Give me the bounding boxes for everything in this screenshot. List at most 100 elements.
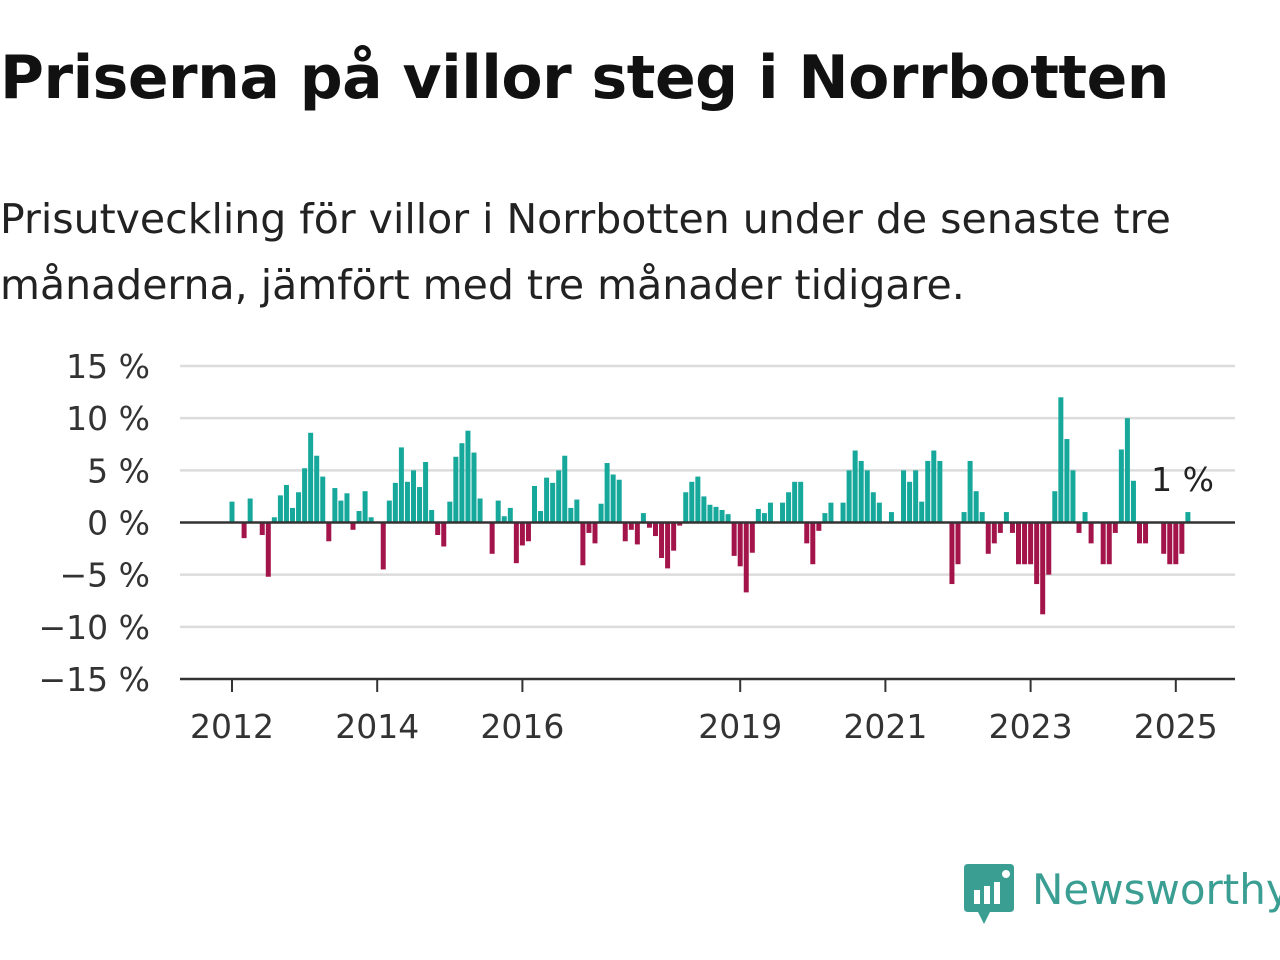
bar	[538, 511, 544, 523]
x-tick-label: 2012	[190, 707, 274, 746]
bar-chart: 15 %10 %5 %0 %−5 %−10 %−15 % 2012 2014 201…	[39, 347, 1235, 746]
bar	[320, 476, 326, 523]
bar	[1046, 522, 1052, 575]
bar	[241, 522, 247, 539]
brand-name: Newsworthy	[1032, 865, 1280, 914]
bar	[858, 460, 864, 523]
bar	[271, 517, 277, 523]
bar	[616, 479, 622, 523]
x-tick-label: 2014	[335, 707, 419, 746]
bar	[689, 481, 695, 523]
bar	[471, 452, 477, 523]
bar	[392, 482, 398, 523]
x-axis: 2012 2014 2016 2019 2021 2023 2025	[190, 679, 1218, 746]
bar	[719, 509, 725, 523]
y-tick-label: 15 %	[66, 347, 150, 386]
bar	[501, 516, 507, 523]
bar	[519, 522, 525, 546]
bar	[495, 500, 501, 523]
bar	[695, 476, 701, 523]
x-tick-label: 2025	[1134, 707, 1218, 746]
bar	[513, 522, 519, 564]
bar	[344, 493, 350, 523]
bar	[997, 522, 1003, 533]
newsworthy-logo-icon	[964, 864, 1014, 924]
bar	[1040, 522, 1046, 615]
bar	[973, 491, 979, 523]
bar	[229, 501, 235, 523]
bar	[846, 470, 852, 523]
bar	[417, 487, 423, 523]
bar	[725, 514, 731, 523]
bar	[326, 522, 332, 542]
bar	[441, 522, 447, 547]
bar	[828, 502, 834, 523]
y-axis: 15 % 10 % 5 % 0 % −5 % −10 % −15 %	[39, 347, 151, 699]
bar	[737, 522, 743, 567]
bar	[525, 522, 531, 542]
bar	[429, 509, 435, 523]
bar	[265, 522, 271, 577]
y-tick-label: −10 %	[39, 608, 151, 647]
chart-subtitle: Prisutveckling för villor i Norrbotten u…	[0, 195, 1171, 309]
last-value-label: 1 %	[1151, 460, 1214, 499]
bar	[677, 522, 683, 526]
bar	[967, 460, 973, 523]
bar	[731, 522, 737, 556]
bars	[229, 397, 1191, 615]
y-tick-label: 0 %	[87, 504, 150, 543]
bar	[1022, 522, 1028, 565]
bar	[1028, 522, 1034, 565]
bar	[568, 507, 574, 523]
bar	[314, 455, 320, 523]
y-tick-label: 5 %	[87, 451, 150, 490]
bar	[671, 522, 677, 551]
bar	[931, 450, 937, 523]
y-tick-label: −5 %	[60, 556, 151, 595]
bar	[259, 522, 265, 536]
bar	[580, 522, 586, 566]
bar	[592, 522, 598, 544]
bar	[646, 522, 652, 528]
bar	[1130, 480, 1136, 523]
bar	[985, 522, 991, 554]
bar	[1064, 439, 1070, 523]
bar	[1106, 522, 1112, 565]
bar	[386, 500, 392, 523]
bar	[713, 506, 719, 523]
bar	[290, 507, 295, 523]
bar	[586, 522, 592, 533]
bar	[925, 460, 931, 523]
bar	[901, 470, 907, 523]
bar	[404, 481, 410, 523]
bar	[683, 492, 689, 523]
bar	[659, 522, 665, 558]
bar	[411, 470, 416, 523]
bar	[1016, 522, 1021, 565]
bar	[308, 432, 314, 523]
bar	[550, 482, 556, 523]
x-tick-label: 2023	[989, 707, 1073, 746]
bar	[840, 502, 846, 523]
y-tick-label: −15 %	[39, 660, 151, 699]
bar	[919, 501, 925, 523]
gridlines	[180, 364, 1235, 629]
bar	[1118, 449, 1124, 523]
bar	[247, 498, 253, 523]
bar	[816, 522, 822, 531]
bar	[1173, 522, 1179, 565]
bar	[398, 447, 404, 523]
bar	[350, 522, 356, 530]
bar	[604, 463, 610, 523]
bar	[423, 461, 429, 523]
bar	[743, 522, 749, 593]
bar	[562, 455, 568, 523]
bar	[707, 504, 713, 523]
bar	[1034, 522, 1040, 585]
bar	[435, 522, 441, 536]
bar	[610, 474, 616, 523]
x-tick-label: 2021	[843, 707, 927, 746]
bar	[1167, 522, 1173, 565]
bar	[489, 522, 495, 554]
bar	[1003, 512, 1009, 523]
